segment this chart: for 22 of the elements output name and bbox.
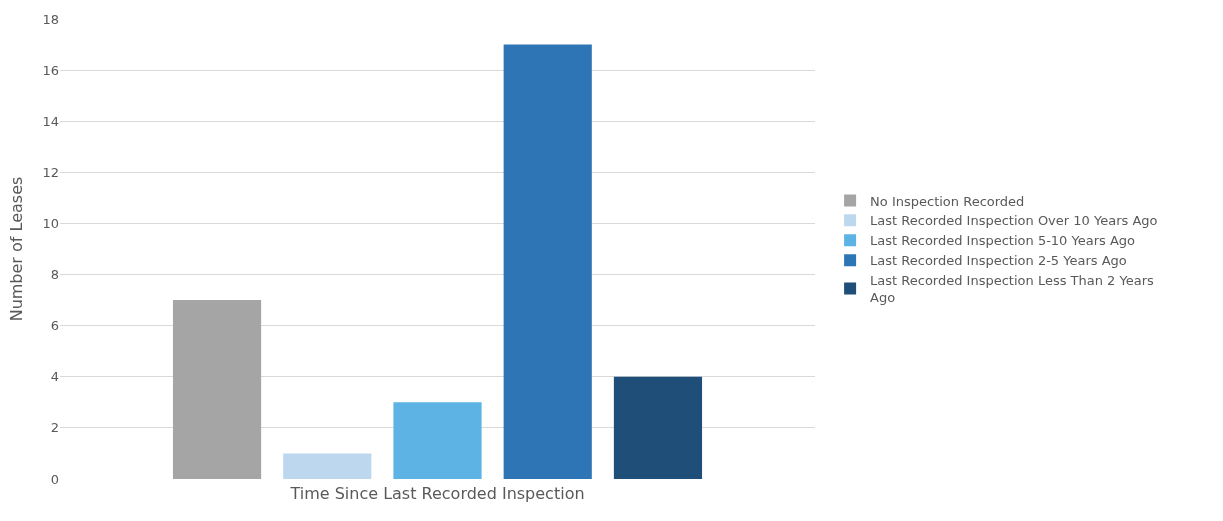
legend-label: Last Recorded Inspection 5-10 Years Ago: [870, 233, 1136, 249]
y-tick-label: 10: [42, 215, 59, 231]
legend-label: Last Recorded Inspection Less Than 2 Years Ago: [870, 273, 1155, 306]
y-tick-label: 14: [42, 113, 59, 129]
y-tick-label: 16: [42, 62, 59, 78]
y-axis-title: Number of Leases: [7, 176, 27, 322]
bar: [393, 402, 482, 479]
y-tick-label: 2: [50, 420, 59, 436]
legend-label: Last Recorded Inspection 2-5 Years Ago: [870, 253, 1127, 269]
y-tick-label: 6: [50, 318, 59, 334]
bar: [613, 376, 703, 479]
legend-label: No Inspection Recorded: [870, 193, 1025, 209]
y-tick-label: 0: [50, 471, 59, 487]
y-tick-label: 8: [50, 267, 59, 283]
y-tick-label: 12: [42, 164, 59, 180]
bar: [172, 300, 262, 479]
y-tick-label: 4: [50, 369, 59, 385]
legend-label: Last Recorded Inspection Over 10 Years Ago: [870, 213, 1158, 229]
bar: [283, 453, 372, 479]
y-tick-label: 18: [42, 11, 59, 27]
bar: [503, 44, 592, 479]
x-axis-title: Time Since Last Recorded Inspection: [289, 483, 585, 503]
